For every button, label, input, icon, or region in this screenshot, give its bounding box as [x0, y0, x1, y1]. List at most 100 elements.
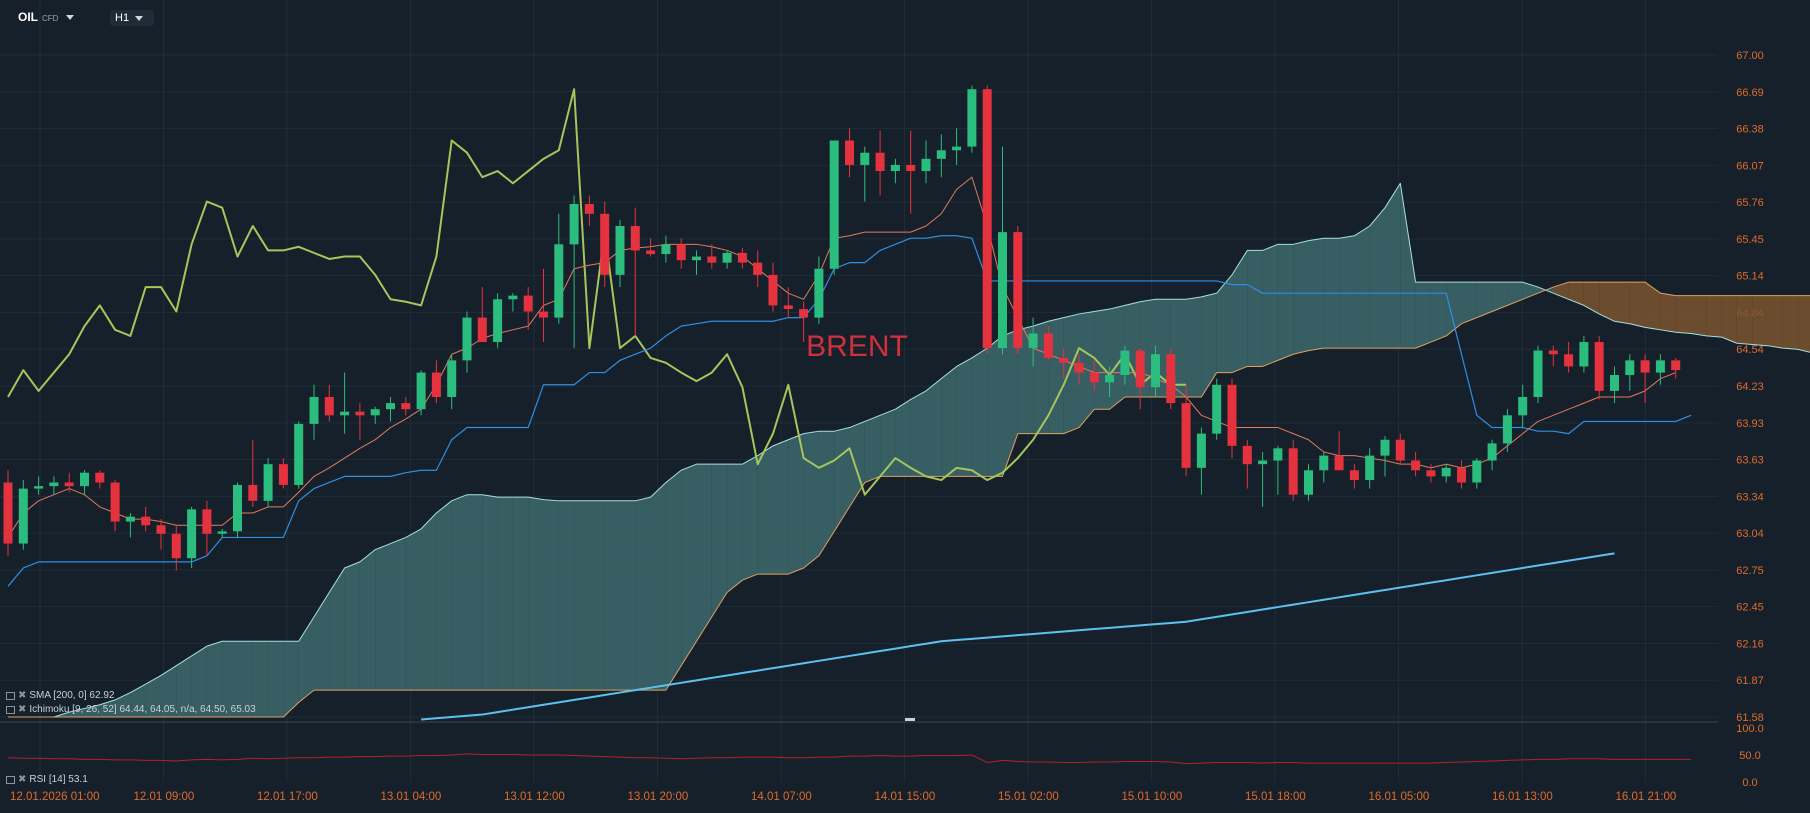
cloud-segment: [681, 464, 697, 666]
y-tick-label: 63.04: [1736, 528, 1764, 540]
cloud-segment: [711, 464, 728, 617]
settings-icon[interactable]: [6, 691, 15, 700]
cloud-segment: [344, 561, 360, 691]
candle-body: [875, 152, 885, 172]
cloud-segment: [298, 616, 314, 703]
candle-body: [1472, 460, 1482, 483]
candle-body: [1395, 439, 1405, 461]
candle-body: [1196, 433, 1206, 468]
cloud-segment: [1553, 282, 1569, 300]
cloud-segment: [589, 500, 605, 691]
candle-body: [523, 295, 533, 312]
candle-body: [584, 204, 594, 214]
cloud-segment: [1583, 282, 1600, 314]
cloud-segment: [436, 500, 452, 691]
candle-body: [1089, 372, 1099, 383]
candle-body: [890, 164, 900, 172]
candle-body: [447, 360, 457, 397]
candle-body: [202, 509, 212, 534]
x-tick-label: 16.01 13:00: [1492, 791, 1553, 803]
y-tick-label: 62.16: [1736, 638, 1764, 650]
timeframe-label: H1: [115, 12, 130, 24]
x-tick-label: 14.01 07:00: [751, 791, 812, 803]
cloud-segment: [390, 537, 406, 691]
candle-body: [355, 411, 365, 416]
cloud-segment: [727, 464, 743, 593]
candle-body: [263, 464, 273, 501]
timeframe-selector[interactable]: H1: [110, 10, 154, 26]
cloud-segment: [1002, 329, 1018, 477]
cloud-segment: [1752, 295, 1768, 346]
x-tick-label: 13.01 04:00: [381, 791, 442, 803]
cloud-segment: [1277, 244, 1294, 361]
chevron-down-icon: [135, 15, 144, 21]
candle-body: [64, 482, 74, 487]
y-tick-label: 62.45: [1736, 602, 1764, 614]
settings-icon[interactable]: [6, 775, 15, 784]
cloud-segment: [329, 567, 345, 691]
cloud-segment: [1446, 282, 1462, 336]
candle-body: [233, 484, 242, 532]
x-tick-label: 15.01 18:00: [1245, 791, 1306, 803]
cloud-segment: [512, 497, 529, 691]
cloud-segment: [956, 357, 972, 477]
close-icon[interactable]: ✖: [18, 774, 27, 785]
candle-body: [1426, 470, 1436, 477]
x-tick-label: 12.01 09:00: [134, 791, 195, 803]
cloud-segment: [757, 445, 773, 575]
candle-body: [737, 252, 747, 263]
cloud-segment: [421, 513, 437, 691]
y-tick-label: 61.87: [1736, 675, 1764, 687]
candle-body: [1655, 360, 1665, 373]
candle-body: [1105, 375, 1115, 383]
candle-body: [692, 256, 701, 261]
candle-body: [845, 140, 854, 165]
cloud-segment: [1385, 183, 1401, 349]
candle-body: [1349, 470, 1359, 481]
cloud-segment: [864, 415, 881, 483]
rsi-tick-label: 50.0: [1739, 750, 1760, 762]
cloud-segment: [1507, 282, 1523, 306]
cloud-segment: [1186, 296, 1202, 397]
cloud-segment: [359, 549, 376, 691]
ichimoku-cloud: [53, 183, 1810, 717]
cloud-segment: [1798, 295, 1810, 353]
candle-body: [799, 309, 809, 318]
candle-body: [370, 409, 380, 416]
candle-body: [462, 317, 472, 361]
chikou-line: [7, 88, 1187, 496]
close-icon[interactable]: ✖: [18, 690, 27, 701]
panel-resize-handle: [905, 718, 915, 721]
cloud-segment: [1767, 295, 1783, 349]
candle-body: [1502, 415, 1512, 444]
cloud-segment: [130, 684, 146, 717]
candle-body: [1365, 455, 1375, 481]
candle-body: [630, 225, 640, 251]
candle-body: [1518, 396, 1528, 416]
candle-body: [309, 396, 319, 424]
cloud-segment: [665, 470, 682, 691]
candle-body: [1120, 350, 1130, 376]
x-tick-label: 13.01 12:00: [504, 791, 565, 803]
candles: [3, 85, 1681, 571]
candle-body: [294, 423, 304, 485]
candle-body: [508, 295, 518, 300]
close-icon[interactable]: ✖: [18, 704, 27, 715]
cloud-segment: [375, 543, 391, 691]
candle-body: [1166, 354, 1176, 404]
candle-body: [952, 146, 962, 151]
settings-icon[interactable]: [6, 705, 15, 714]
candle-body: [18, 488, 28, 544]
cloud-segment: [1415, 282, 1431, 349]
cloud-segment: [834, 427, 850, 532]
candle-body: [1227, 384, 1237, 446]
cloud-segment: [941, 366, 957, 477]
candle-body: [340, 411, 350, 416]
candle-body: [141, 516, 151, 526]
indicator-sma-label: SMA [200, 0] 62.92: [29, 690, 115, 701]
y-tick-label: 64.23: [1736, 381, 1764, 393]
symbol-selector[interactable]: OIL CFD: [18, 10, 75, 24]
cloud-segment: [252, 641, 269, 717]
cloud-segment: [604, 500, 620, 691]
